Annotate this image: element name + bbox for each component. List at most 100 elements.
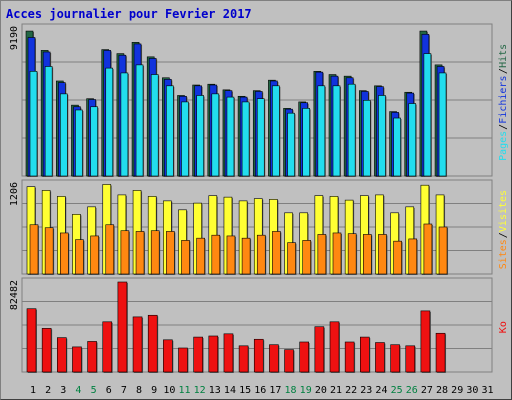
bar-sites [150,230,160,275]
bar-pages [29,71,38,177]
bar-pages [105,67,114,177]
bar-sites [408,238,418,275]
bar-sites [332,232,342,275]
bar-kbytes [147,314,158,373]
bar-pages [44,66,53,177]
bar-kbytes [344,341,355,373]
bar-sites [196,237,205,275]
x-tick-label: 9 [151,385,157,396]
legend-fichiers: Fichiers [498,76,509,124]
x-tick-label: 23 [360,385,372,396]
x-tick-label: 2 [45,385,51,396]
bar-sites [29,224,39,275]
x-tick-label: 29 [451,385,463,396]
bar-sites [211,234,221,275]
chart-title: Acces journalier pour Fevrier 2017 [6,7,252,21]
x-tick-label: 3 [60,385,66,396]
bar-kbytes [56,337,67,373]
bar-sites [120,230,130,275]
x-tick-label: 21 [330,385,342,396]
bar-sites [241,237,251,275]
bar-sites [423,223,433,275]
x-tick-label: 30 [466,385,478,396]
bar-sites [347,233,357,275]
bar-pages [150,74,159,177]
legend-sites: Sites [498,239,509,269]
bar-kbytes [390,344,400,373]
bar-sites [44,227,54,275]
ymax-label-kbytes: 82482 [9,280,20,310]
bar-pages [438,72,447,177]
bar-sites [105,224,115,275]
bar-pages [332,85,341,177]
bar-kbytes [314,326,325,373]
bar-kbytes [269,344,279,373]
bar-sites [226,235,236,275]
bar-pages [378,95,386,177]
bar-kbytes [375,342,385,373]
x-tick-label: 11 [178,385,190,396]
bar-sites [362,234,372,275]
bar-pages [90,106,98,177]
bar-pages [59,93,68,177]
bar-kbytes [178,347,188,373]
bar-pages [135,64,144,177]
bar-sites [302,240,312,275]
bar-kbytes [238,345,249,373]
ymax-label-hits-files-pages: 9190 [9,26,20,50]
bar-kbytes [359,336,370,373]
x-tick-label: 16 [254,385,266,396]
bar-pages [272,85,280,177]
bar-kbytes [26,308,37,373]
legend-ko: Ko [498,321,509,333]
x-tick-label: 31 [481,385,493,396]
x-tick-label: 8 [136,385,142,396]
bar-pages [241,101,250,177]
ymax-label-visites-sites: 1206 [9,182,20,206]
bar-sites [317,234,327,275]
x-tick-label: 10 [163,385,175,396]
bar-pages [423,53,432,177]
bar-kbytes [87,341,97,373]
bar-pages [181,101,189,177]
bar-pages [362,100,371,177]
bar-kbytes [329,321,340,373]
bar-kbytes [41,328,52,373]
bar-kbytes [223,333,234,373]
bar-pages [302,108,311,177]
x-tick-label: 24 [375,385,387,396]
bar-kbytes [117,281,128,373]
legend-sep: / [498,124,509,130]
bar-sites [181,240,190,275]
bar-sites [135,231,145,275]
x-tick-label: 20 [315,385,327,396]
legend-sep: / [498,232,509,238]
x-tick-label: 18 [285,385,297,396]
x-tick-label: 4 [75,385,81,396]
legend-pages: Pages [498,131,509,161]
bar-kbytes [299,341,310,373]
x-tick-label: 28 [436,385,448,396]
legend-sep: / [498,68,509,74]
bar-kbytes [435,332,446,373]
bar-pages [196,95,204,177]
bar-kbytes [163,339,173,373]
x-tick-label: 17 [269,385,281,396]
x-tick-label: 26 [406,385,418,396]
x-tick-label: 19 [300,385,312,396]
bar-pages [226,96,235,177]
bar-sites [75,239,84,275]
bar-sites [438,226,448,275]
bar-sites [287,242,296,275]
bar-kbytes [193,336,203,373]
x-tick-label: 12 [194,385,206,396]
bar-pages [75,109,83,177]
x-tick-label: 25 [391,385,403,396]
x-tick-label: 5 [91,385,97,396]
bar-pages [393,117,401,177]
bar-pages [287,112,295,177]
bar-pages [211,93,220,177]
bar-sites [272,231,281,275]
x-tick-label: 1 [30,385,36,396]
